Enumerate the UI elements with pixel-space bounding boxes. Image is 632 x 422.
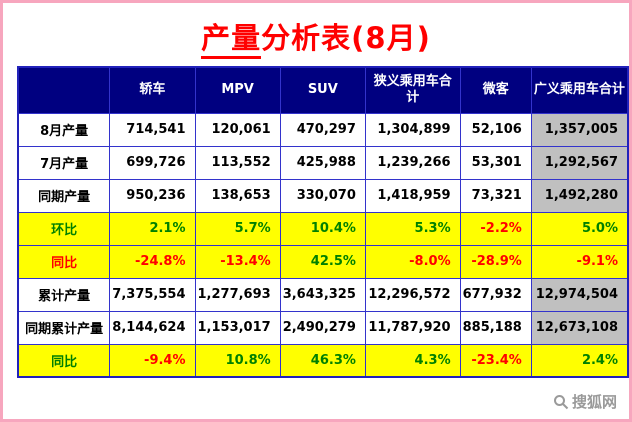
table-row: 累计产量 7,375,554 1,277,693 3,643,325 12,296,57… — [17, 277, 629, 312]
table-cell: 42.5% — [279, 244, 366, 279]
row-label: 同比 — [17, 244, 111, 279]
table-cell: -9.1% — [530, 244, 629, 279]
table-cell: 5.3% — [364, 211, 461, 246]
row-label: 7月产量 — [17, 145, 111, 180]
table-cell: 699,726 — [109, 145, 196, 180]
column-header: 轿车 — [109, 66, 196, 114]
table-cell: 2,490,279 — [279, 310, 366, 345]
corner-cell — [17, 66, 111, 114]
table-row: 同比 -9.4% 10.8% 46.3% 4.3% -23.4% 2.4% — [17, 343, 629, 378]
table-cell: 885,188 — [459, 310, 532, 345]
table-cell: 2.1% — [109, 211, 196, 246]
table-cell: 7,375,554 — [109, 277, 196, 312]
row-label: 同期产量 — [17, 178, 111, 213]
table-cell: 138,653 — [194, 178, 281, 213]
table-row: 同期累计产量 8,144,624 1,153,017 2,490,279 11,787,… — [17, 310, 629, 345]
table-cell: 4.3% — [364, 343, 461, 378]
table-cell: 677,932 — [459, 277, 532, 312]
title-rest-part: 分析表(8月) — [261, 21, 431, 55]
table-cell: 12,673,108 — [530, 310, 629, 345]
column-header: 微客 — [459, 66, 532, 114]
table-cell: 8,144,624 — [109, 310, 196, 345]
row-label: 8月产量 — [17, 112, 111, 147]
table-row: 环比 2.1% 5.7% 10.4% 5.3% -2.2% 5.0% — [17, 211, 629, 246]
table-cell: -23.4% — [459, 343, 532, 378]
table-cell: 5.7% — [194, 211, 281, 246]
table-cell: 52,106 — [459, 112, 532, 147]
table-cell: -13.4% — [194, 244, 281, 279]
table-cell: 113,552 — [194, 145, 281, 180]
table-cell: 73,321 — [459, 178, 532, 213]
table-header: 轿车 MPV SUV 狭义乘用车合计 微客 广义乘用车合计 — [17, 66, 629, 114]
table-cell: 10.4% — [279, 211, 366, 246]
table-row: 7月产量 699,726 113,552 425,988 1,239,266 53,301… — [17, 145, 629, 180]
table-cell: 1,153,017 — [194, 310, 281, 345]
table-cell: 10.8% — [194, 343, 281, 378]
table-cell: 3,643,325 — [279, 277, 366, 312]
row-label: 累计产量 — [17, 277, 111, 312]
table-row: 同期产量 950,236 138,653 330,070 1,418,959 73,321… — [17, 178, 629, 213]
table-cell: -28.9% — [459, 244, 532, 279]
table-cell: 1,277,693 — [194, 277, 281, 312]
table-cell: 53,301 — [459, 145, 532, 180]
watermark-text: 搜狐网 — [571, 393, 617, 411]
page-title: 产量分析表(8月) — [3, 15, 629, 59]
table-cell: 2.4% — [530, 343, 629, 378]
table-cell: 425,988 — [279, 145, 366, 180]
table-cell: 120,061 — [194, 112, 281, 147]
row-label: 同比 — [17, 343, 111, 378]
table-cell: -8.0% — [364, 244, 461, 279]
watermark: 搜狐网 — [546, 389, 621, 414]
table-cell: 11,787,920 — [364, 310, 461, 345]
column-header: 狭义乘用车合计 — [364, 66, 461, 114]
table-cell: 1,492,280 — [530, 178, 629, 213]
table-cell: 330,070 — [279, 178, 366, 213]
table-cell: 12,296,572 — [364, 277, 461, 312]
row-label: 同期累计产量 — [17, 310, 111, 345]
table-cell: 470,297 — [279, 112, 366, 147]
table-cell: 1,418,959 — [364, 178, 461, 213]
table-cell: 1,239,266 — [364, 145, 461, 180]
table-row: 8月产量 714,541 120,061 470,297 1,304,899 52,106… — [17, 112, 629, 147]
table-cell: 5.0% — [530, 211, 629, 246]
table-cell: 46.3% — [279, 343, 366, 378]
table-cell: -2.2% — [459, 211, 532, 246]
column-header: MPV — [194, 66, 281, 114]
table-cell: 12,974,504 — [530, 277, 629, 312]
column-header: SUV — [279, 66, 366, 114]
table-cell: 1,357,005 — [530, 112, 629, 147]
table-cell: 714,541 — [109, 112, 196, 147]
table-body: 8月产量 714,541 120,061 470,297 1,304,899 52,106… — [17, 112, 629, 378]
title-underlined-part: 产量 — [201, 21, 262, 59]
magnifier-icon — [553, 394, 569, 410]
row-label: 环比 — [17, 211, 111, 246]
column-header: 广义乘用车合计 — [530, 66, 629, 114]
header-row: 轿车 MPV SUV 狭义乘用车合计 微客 广义乘用车合计 — [17, 66, 629, 114]
table-cell: -24.8% — [109, 244, 196, 279]
production-table: 轿车 MPV SUV 狭义乘用车合计 微客 广义乘用车合计 8月产量 714,541 120,… — [17, 66, 629, 378]
table-cell: 950,236 — [109, 178, 196, 213]
table-cell: 1,304,899 — [364, 112, 461, 147]
table-cell: 1,292,567 — [530, 145, 629, 180]
table-cell: -9.4% — [109, 343, 196, 378]
table-row: 同比 -24.8% -13.4% 42.5% -8.0% -28.9% -9.1% — [17, 244, 629, 279]
